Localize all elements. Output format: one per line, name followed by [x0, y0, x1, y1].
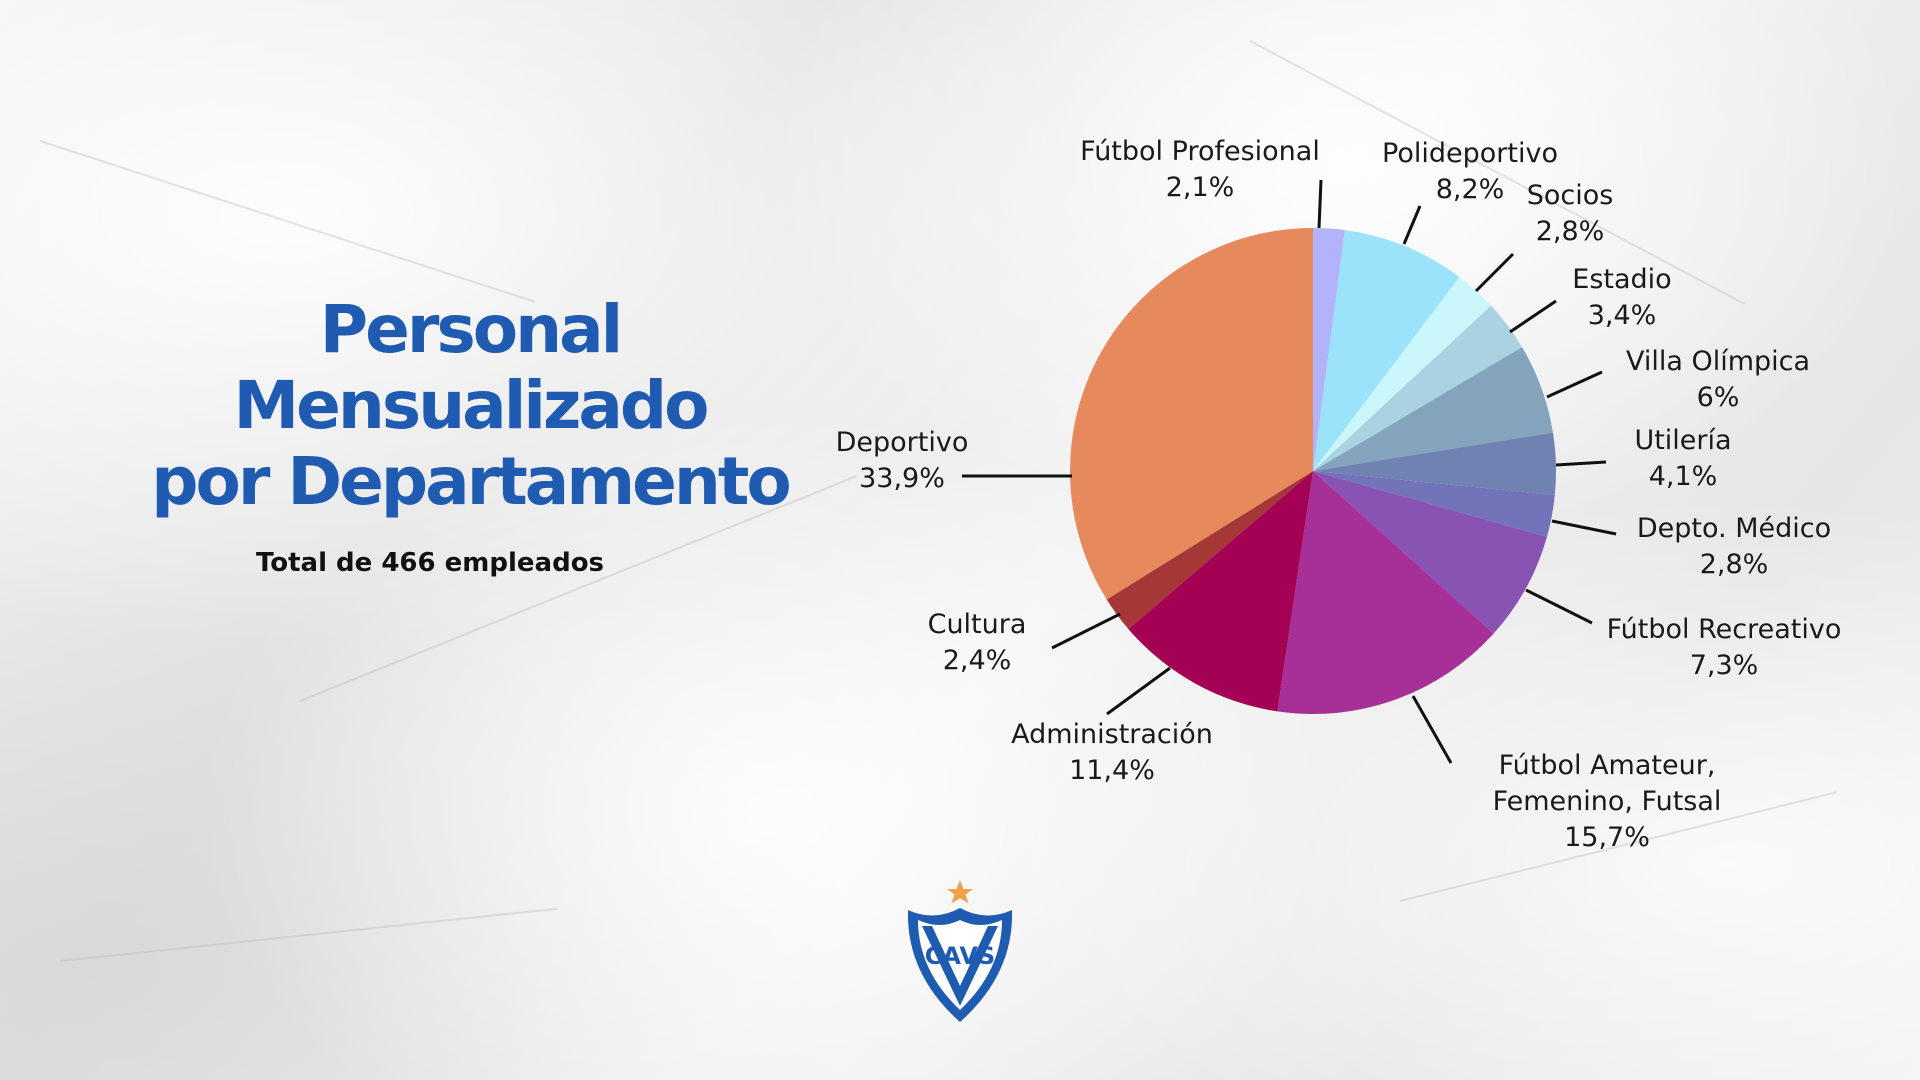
slice-value-label: 4,1%	[1649, 461, 1718, 492]
slice-value-label: 2,8%	[1700, 549, 1769, 580]
slice-value-label: 3,4%	[1588, 300, 1657, 331]
slice-name-label: Administración	[1011, 719, 1213, 750]
leader-line	[1555, 460, 1607, 467]
leader-line	[1525, 588, 1593, 625]
leader-line	[1546, 370, 1603, 399]
slice-name-label: Polideportivo	[1382, 138, 1558, 169]
title-line: Personal	[319, 291, 623, 368]
slice-name-label: Depto. Médico	[1637, 513, 1831, 544]
pie-slice	[1069, 228, 1313, 600]
leader-line	[1317, 179, 1323, 229]
leader-line	[1402, 205, 1422, 245]
slice-value-label: 8,2%	[1436, 174, 1505, 205]
slice-label: Cultura 2,4%	[928, 609, 1027, 676]
slice-label: Socios 2,8%	[1527, 180, 1614, 247]
pie-slice	[1313, 305, 1523, 471]
slice-label: Fútbol Recreativo 7,3%	[1607, 614, 1842, 681]
pie-slice	[1128, 471, 1313, 712]
slice-name-label: Fútbol Amateur,	[1499, 750, 1716, 781]
slice-label: Estadio 3,4%	[1572, 264, 1671, 331]
leader-line	[1106, 666, 1171, 716]
slice-name-label: Estadio	[1572, 264, 1671, 295]
leader-line	[1551, 519, 1617, 536]
slice-label: Fútbol Amateur, Femenino, Futsal 15,7%	[1493, 750, 1722, 853]
pie-slice	[1277, 471, 1494, 714]
slice-name-label: Utilería	[1634, 425, 1731, 456]
slice-name-label: Fútbol Profesional	[1080, 136, 1320, 167]
leader-line	[1474, 252, 1515, 293]
pie-slice	[1313, 347, 1553, 471]
slice-name-label: Deportivo	[836, 427, 969, 458]
shield-monogram: CAVS	[925, 942, 995, 970]
slice-label: Utilería 4,1%	[1634, 425, 1731, 492]
slice-value-label: 15,7%	[1564, 822, 1650, 853]
title-line: por Departamento	[151, 443, 792, 520]
slice-name-label: Fútbol Recreativo	[1607, 614, 1842, 645]
slice-value-label: 2,8%	[1536, 216, 1605, 247]
slice-label: Deportivo 33,9%	[836, 427, 969, 494]
star-icon	[947, 880, 973, 904]
leader-line	[1411, 695, 1453, 764]
slice-label: Depto. Médico 2,8%	[1637, 513, 1831, 580]
slice-label: Villa Olímpica 6%	[1626, 346, 1810, 413]
slice-value-label: 2,4%	[943, 645, 1012, 676]
leader-line	[1509, 299, 1557, 334]
slice-value-label: 33,9%	[859, 463, 945, 494]
club-shield-logo: CAVS	[900, 878, 1020, 1030]
slice-label: Administración 11,4%	[1011, 719, 1213, 786]
slice-value-label: 7,3%	[1690, 650, 1759, 681]
slice-label: Polideportivo 8,2%	[1382, 138, 1558, 205]
total-employees-subtitle: Total de 466 empleados	[255, 548, 605, 578]
slice-value-label: 2,1%	[1166, 172, 1235, 203]
pie-slice	[1313, 230, 1460, 471]
slice-label: Fútbol Profesional 2,1%	[1080, 136, 1320, 203]
slice-value-label: 6%	[1697, 382, 1740, 413]
title-line: Mensualizado	[233, 367, 709, 444]
slice-name-label: Socios	[1527, 180, 1614, 211]
slice-name-label: Cultura	[928, 609, 1027, 640]
slice-name-label: Femenino, Futsal	[1493, 786, 1722, 817]
pie-slice	[1106, 471, 1313, 629]
pie-slice	[1313, 277, 1492, 471]
pie-slice	[1313, 471, 1555, 537]
slice-name-label: Villa Olímpica	[1626, 346, 1810, 377]
pie-slice	[1313, 432, 1556, 495]
leader-line	[1051, 612, 1121, 650]
page-title: Personal Mensualizado por Departamento	[60, 292, 880, 520]
pie-slice	[1313, 471, 1547, 634]
pie-slice	[1313, 228, 1345, 471]
slice-value-label: 11,4%	[1069, 755, 1155, 786]
